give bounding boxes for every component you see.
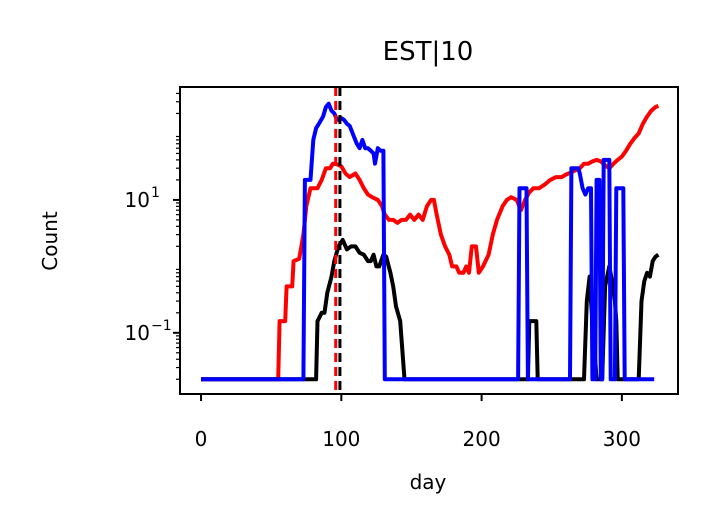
x-tick-label: 0 xyxy=(195,427,208,451)
y-tick-label: 10 xyxy=(125,321,150,345)
y-axis-label: Count xyxy=(38,211,62,271)
x-tick-label: 300 xyxy=(603,427,641,451)
series-line-3 xyxy=(201,101,655,382)
series-line-1 xyxy=(201,104,660,382)
y-tick-exponent: −1 xyxy=(151,318,172,334)
y-tick-exponent: 1 xyxy=(151,185,160,201)
x-tick-label: 100 xyxy=(322,427,360,451)
x-axis-label: day xyxy=(410,470,447,494)
plot-area xyxy=(201,87,660,394)
chart-title: EST|10 xyxy=(383,37,474,67)
plot-frame xyxy=(179,86,679,395)
y-tick-label: 10 xyxy=(125,188,150,212)
x-tick-label: 200 xyxy=(463,427,501,451)
